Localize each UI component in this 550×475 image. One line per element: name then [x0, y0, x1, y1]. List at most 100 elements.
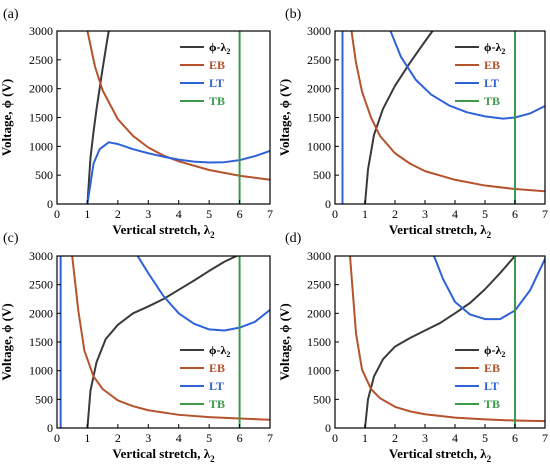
legend-label-phi: ϕ-λ2	[209, 40, 230, 56]
x-tick-label: 1	[84, 207, 90, 221]
chart-panel: (d) 0 1 2 3 4 5 6 7 0 500 1000 1500 2000 2500 3000 Verti…	[277, 231, 548, 464]
y-tick-label: 0	[47, 197, 53, 211]
y-tick-label: 1500	[29, 111, 53, 125]
x-tick-label: 3	[145, 431, 151, 445]
series-line-eb	[86, 31, 270, 181]
panel-label: (b)	[285, 7, 302, 22]
x-tick-label: 4	[176, 207, 182, 221]
x-tick-label: 2	[392, 431, 398, 445]
x-tick-label: 7	[542, 431, 548, 445]
axes-frame	[334, 255, 546, 429]
y-tick-label: 0	[325, 421, 331, 435]
series-line-lt	[433, 256, 545, 321]
y-tick-label: 500	[313, 392, 331, 406]
plot-area	[59, 256, 270, 428]
legend-label-eb: EB	[209, 361, 225, 375]
legend-label-tb: TB	[484, 94, 500, 108]
y-tick-label: 2500	[29, 53, 53, 67]
y-tick-label: 2000	[307, 82, 331, 96]
series-line-phi	[364, 31, 434, 204]
x-tick-label: 4	[452, 431, 458, 445]
x-tick-label: 1	[84, 431, 90, 445]
y-tick-label: 2000	[29, 82, 53, 96]
legend-label-phi: ϕ-λ2	[484, 343, 505, 359]
plot-area	[86, 31, 270, 204]
series-line-phi	[86, 31, 110, 204]
panel-label: (a)	[3, 7, 19, 22]
y-tick-label: 1500	[307, 335, 331, 349]
x-axis-label: Vertical stretch, λ2	[389, 222, 492, 240]
legend-label-tb: TB	[209, 94, 225, 108]
y-tick-label: 3000	[29, 24, 53, 38]
series-line-eb	[349, 256, 545, 423]
y-tick-label: 2000	[307, 306, 331, 320]
x-tick-label: 3	[145, 207, 151, 221]
x-tick-label: 4	[176, 431, 182, 445]
x-tick-label: 5	[482, 207, 488, 221]
legend-label-eb: EB	[209, 58, 225, 72]
x-axis-label: Vertical stretch, λ2	[112, 222, 215, 240]
legend-label-lt: LT	[209, 379, 224, 393]
x-tick-label: 7	[267, 207, 273, 221]
x-axis-label: Vertical stretch, λ2	[112, 446, 215, 464]
legend-label-tb: TB	[484, 397, 500, 411]
y-tick-label: 3000	[307, 24, 331, 38]
series-line-phi	[364, 256, 516, 428]
x-tick-label: 2	[115, 431, 121, 445]
y-axis-label: Voltage, ϕ (V)	[277, 303, 292, 380]
x-tick-label: 5	[482, 431, 488, 445]
x-tick-label: 6	[512, 207, 518, 221]
x-tick-label: 2	[392, 207, 398, 221]
y-tick-label: 2500	[29, 278, 53, 292]
plot-area	[349, 256, 545, 428]
legend-label-eb: EB	[484, 361, 500, 375]
x-tick-label: 5	[206, 431, 212, 445]
y-tick-label: 3000	[29, 249, 53, 263]
series-line-eb	[350, 31, 545, 193]
y-tick-label: 0	[325, 197, 331, 211]
x-tick-label: 5	[206, 207, 212, 221]
x-tick-label: 7	[542, 207, 548, 221]
x-tick-label: 6	[237, 207, 243, 221]
x-tick-label: 0	[54, 431, 60, 445]
legend-label-phi: ϕ-λ2	[209, 343, 230, 359]
y-tick-label: 2500	[307, 278, 331, 292]
x-tick-label: 0	[332, 431, 338, 445]
y-tick-label: 1500	[307, 111, 331, 125]
chart-panel: (b) 0 1 2 3 4 5 6 7 0 500 1000 1500 2000 2500 3000 Verti…	[277, 7, 548, 240]
plot-area	[341, 31, 545, 204]
y-tick-label: 500	[313, 168, 331, 182]
series-line-phi	[86, 256, 238, 428]
series-line-lt	[389, 31, 545, 120]
y-tick-label: 1000	[29, 364, 53, 378]
panel-label: (c)	[3, 231, 19, 246]
x-tick-label: 6	[512, 431, 518, 445]
x-tick-label: 1	[362, 207, 368, 221]
legend-label-phi: ϕ-λ2	[484, 40, 505, 56]
legend-label-tb: TB	[209, 397, 225, 411]
x-tick-label: 0	[332, 207, 338, 221]
y-tick-label: 2000	[29, 306, 53, 320]
x-tick-label: 3	[422, 207, 428, 221]
legend-label-eb: EB	[484, 58, 500, 72]
series-line-lt	[86, 141, 270, 204]
x-tick-label: 6	[237, 431, 243, 445]
chart-panel: (a) 0 1 2 3 4 5 6 7 0 500 1000 1500 2000 2500 3000 Verti…	[0, 7, 273, 240]
y-tick-label: 500	[35, 392, 53, 406]
y-axis-label: Voltage, ϕ (V)	[277, 79, 292, 156]
x-axis-label: Vertical stretch, λ2	[389, 446, 492, 464]
y-tick-label: 1000	[29, 139, 53, 153]
y-tick-label: 3000	[307, 249, 331, 263]
series-line-eb	[71, 256, 270, 421]
y-axis-label: Voltage, ϕ (V)	[0, 303, 14, 380]
y-tick-label: 1000	[307, 139, 331, 153]
y-tick-label: 2500	[307, 53, 331, 67]
x-tick-label: 7	[267, 431, 273, 445]
panel-label: (d)	[285, 231, 302, 246]
y-axis-label: Voltage, ϕ (V)	[0, 79, 14, 156]
x-tick-label: 1	[362, 431, 368, 445]
x-tick-label: 0	[54, 207, 60, 221]
legend-label-lt: LT	[209, 76, 224, 90]
y-tick-label: 1000	[307, 364, 331, 378]
